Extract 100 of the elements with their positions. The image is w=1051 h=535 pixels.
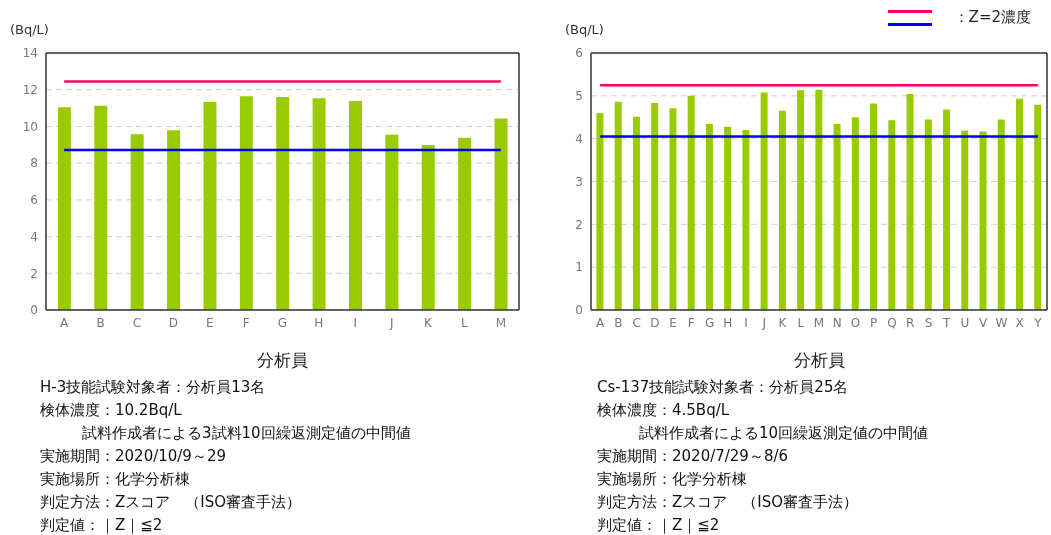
x-tick-label: X xyxy=(1015,315,1024,330)
y-tick-label: 4 xyxy=(30,229,38,244)
text: 検体濃度：10.2Bq/L xyxy=(40,400,183,421)
text: 試料作成者による10回繰返測定値の中間値 xyxy=(638,423,929,444)
bar xyxy=(348,101,362,310)
text: 実施期間：2020/10/9～29 xyxy=(40,446,227,467)
x-axis-title: 分析員 xyxy=(257,350,308,370)
x-axis-title: 分析員 xyxy=(793,350,845,370)
bar xyxy=(669,108,677,310)
x-tick-label: I xyxy=(744,315,748,330)
bar xyxy=(724,126,732,310)
bar xyxy=(888,120,896,310)
text: 実施期間：2020/7/29～8/6 xyxy=(597,446,790,467)
bar xyxy=(870,103,878,310)
x-tick-label: P xyxy=(870,315,878,330)
bar xyxy=(239,96,253,310)
x-tick-label: F xyxy=(242,315,250,330)
bar xyxy=(705,124,713,310)
x-tick-label: H xyxy=(723,315,733,330)
text: 判定値：｜Z｜≦2 xyxy=(597,515,721,535)
y-tick-label: 6 xyxy=(30,193,38,208)
x-tick-label: K xyxy=(424,315,434,330)
y-tick-label: 8 xyxy=(30,156,38,171)
x-tick-label: R xyxy=(906,315,915,330)
y-tick-label: 2 xyxy=(30,266,38,281)
y-tick-label: 14 xyxy=(22,46,38,61)
y-tick-label: 5 xyxy=(575,89,583,104)
x-tick-label: S xyxy=(924,315,933,330)
bar xyxy=(458,137,472,310)
bar xyxy=(979,131,987,310)
bar xyxy=(833,124,841,310)
text: 試料作成者による3試料10回繰返測定値の中間値 xyxy=(81,423,411,444)
text: 判定値：｜Z｜≦2 xyxy=(40,515,164,535)
y-tick-label: 4 xyxy=(575,131,583,146)
bar xyxy=(742,130,750,310)
bar xyxy=(997,119,1005,310)
y-tick-label: 6 xyxy=(575,46,583,61)
bar xyxy=(385,134,399,310)
bar xyxy=(797,90,805,310)
bar xyxy=(815,89,823,310)
bar xyxy=(1015,98,1023,310)
bar xyxy=(924,119,932,310)
x-tick-label: Q xyxy=(887,315,897,330)
x-tick-label: A xyxy=(596,315,606,330)
x-tick-label: W xyxy=(995,315,1008,330)
text: Cs-137技能試験対象者：分析員25名 xyxy=(597,377,850,398)
text: 実施場所：化学分析棟 xyxy=(597,469,748,490)
x-tick-label: V xyxy=(979,315,989,330)
bar xyxy=(632,116,640,310)
bar xyxy=(943,109,951,310)
x-tick-label: E xyxy=(205,315,214,330)
x-tick-label: Y xyxy=(1033,315,1043,330)
y-axis-title: (Bq/L) xyxy=(10,22,49,37)
x-tick-label: M xyxy=(813,315,825,330)
bar xyxy=(203,102,217,310)
x-tick-label: L xyxy=(797,315,805,330)
bar xyxy=(312,98,326,310)
x-tick-label: C xyxy=(132,315,142,330)
bar xyxy=(760,92,768,310)
x-tick-label: D xyxy=(650,315,660,330)
bar xyxy=(778,110,786,310)
x-tick-label: M xyxy=(495,315,506,330)
bar xyxy=(494,118,508,310)
y-axis-title: (Bq/L) xyxy=(565,22,604,37)
x-tick-label: K xyxy=(778,315,788,330)
bar xyxy=(94,105,108,310)
bar xyxy=(651,103,659,310)
bar xyxy=(276,97,290,310)
bar xyxy=(687,95,695,310)
y-tick-label: 3 xyxy=(575,174,583,189)
bar xyxy=(851,117,859,310)
text: 実施場所：化学分析棟 xyxy=(40,469,191,490)
bar xyxy=(421,144,435,310)
x-tick-label: E xyxy=(669,315,677,330)
bar xyxy=(614,101,622,310)
y-tick-label: 0 xyxy=(575,303,583,318)
x-tick-label: F xyxy=(687,315,695,330)
x-tick-label: B xyxy=(96,315,105,330)
x-tick-label: H xyxy=(314,315,324,330)
x-tick-label: O xyxy=(850,315,861,330)
x-tick-label: L xyxy=(461,315,469,330)
x-tick-label: T xyxy=(942,315,952,330)
y-tick-label: 10 xyxy=(22,119,38,134)
text: 判定方法：Zスコア （ISO審査手法） xyxy=(597,492,860,513)
bar xyxy=(906,94,914,310)
x-tick-label: C xyxy=(632,315,641,330)
x-tick-label: I xyxy=(353,315,358,330)
x-tick-label: D xyxy=(168,315,178,330)
y-tick-label: 1 xyxy=(575,260,583,275)
text: 判定方法：Zスコア （ISO審査手法） xyxy=(40,492,303,513)
x-tick-label: A xyxy=(60,315,70,330)
text: H-3技能試験対象者：分析員13名 xyxy=(40,377,267,398)
x-tick-label: B xyxy=(614,315,623,330)
y-tick-label: 12 xyxy=(22,82,38,97)
bar xyxy=(596,112,604,310)
x-tick-label: J xyxy=(761,315,767,330)
x-tick-label: G xyxy=(704,315,715,330)
bar xyxy=(961,130,969,310)
x-tick-label: J xyxy=(388,315,394,330)
x-tick-label: N xyxy=(832,315,842,330)
